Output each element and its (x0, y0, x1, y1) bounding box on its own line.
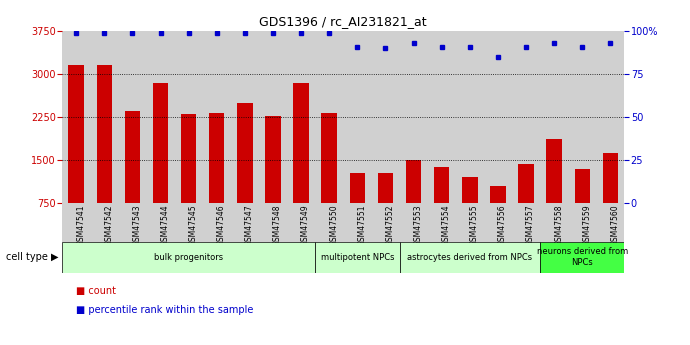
Bar (406, 160, 422, 203)
Bar (209, 113, 224, 203)
Text: GSM47551: GSM47551 (357, 204, 366, 246)
Bar (237, 104, 253, 203)
Bar (602, 153, 618, 203)
Text: neurons derived from
NPCs: neurons derived from NPCs (537, 247, 628, 267)
Bar (90, 31, 119, 203)
Bar (315, 31, 344, 203)
Bar (456, 203, 484, 241)
Bar (575, 169, 590, 203)
Text: GSM47554: GSM47554 (442, 204, 451, 246)
Bar (146, 203, 175, 241)
Text: ■ count: ■ count (76, 286, 116, 296)
Bar (62, 241, 315, 273)
Bar (456, 31, 484, 203)
Bar (152, 83, 168, 203)
Bar (175, 203, 203, 241)
Bar (315, 203, 344, 241)
Text: GSM47544: GSM47544 (161, 204, 170, 246)
Text: GSM47547: GSM47547 (245, 204, 254, 246)
Bar (287, 31, 315, 203)
Bar (203, 31, 230, 203)
Bar (62, 203, 90, 241)
Text: cell type ▶: cell type ▶ (6, 252, 59, 262)
Bar (428, 31, 456, 203)
Bar (97, 66, 112, 203)
Bar (484, 31, 512, 203)
Bar (540, 31, 569, 203)
Bar (68, 66, 84, 203)
Bar (203, 203, 230, 241)
Bar (512, 31, 540, 203)
Text: astrocytes derived from NPCs: astrocytes derived from NPCs (407, 253, 533, 262)
Text: GSM47545: GSM47545 (188, 204, 197, 246)
Bar (400, 31, 428, 203)
Bar (350, 174, 365, 203)
Text: GSM47548: GSM47548 (273, 204, 282, 246)
Bar (125, 111, 140, 203)
Bar (259, 31, 287, 203)
Bar (230, 203, 259, 241)
Bar (596, 31, 624, 203)
Bar (371, 31, 400, 203)
Bar (540, 241, 624, 273)
Bar (462, 177, 477, 203)
Text: ■ percentile rank within the sample: ■ percentile rank within the sample (76, 305, 253, 315)
Bar (569, 31, 596, 203)
Bar (315, 241, 400, 273)
Bar (287, 203, 315, 241)
Text: GSM47552: GSM47552 (386, 204, 395, 246)
Bar (119, 31, 146, 203)
Bar (230, 31, 259, 203)
Bar (400, 203, 428, 241)
Bar (344, 31, 371, 203)
Bar (484, 203, 512, 241)
Bar (569, 203, 596, 241)
Text: GSM47541: GSM47541 (76, 204, 85, 246)
Text: GSM47558: GSM47558 (554, 204, 563, 246)
Bar (293, 83, 309, 203)
Bar (344, 203, 371, 241)
Text: GSM47560: GSM47560 (611, 204, 620, 246)
Text: GSM47559: GSM47559 (582, 204, 591, 246)
Bar (596, 203, 624, 241)
Text: GSM47542: GSM47542 (104, 204, 113, 246)
Text: GSM47557: GSM47557 (526, 204, 535, 246)
Bar (518, 164, 534, 203)
Text: GSM47553: GSM47553 (413, 204, 422, 246)
Bar (434, 167, 449, 203)
Text: GSM47549: GSM47549 (301, 204, 310, 246)
Text: GSM47546: GSM47546 (217, 204, 226, 246)
Text: GSM47543: GSM47543 (132, 204, 141, 246)
Bar (90, 203, 119, 241)
Text: bulk progenitors: bulk progenitors (154, 253, 223, 262)
Text: GSM47556: GSM47556 (498, 204, 507, 246)
Text: multipotent NPCs: multipotent NPCs (321, 253, 394, 262)
Bar (146, 31, 175, 203)
Title: GDS1396 / rc_AI231821_at: GDS1396 / rc_AI231821_at (259, 16, 427, 29)
Bar (371, 203, 400, 241)
Bar (181, 114, 197, 203)
Text: GSM47550: GSM47550 (329, 204, 338, 246)
Bar (428, 203, 456, 241)
Bar (259, 203, 287, 241)
Bar (175, 31, 203, 203)
Bar (265, 116, 281, 203)
Bar (490, 186, 506, 203)
Bar (512, 203, 540, 241)
Bar (322, 113, 337, 203)
Bar (119, 203, 146, 241)
Bar (62, 31, 90, 203)
Bar (540, 203, 569, 241)
Bar (377, 174, 393, 203)
Text: GSM47555: GSM47555 (470, 204, 479, 246)
Bar (400, 241, 540, 273)
Bar (546, 139, 562, 203)
